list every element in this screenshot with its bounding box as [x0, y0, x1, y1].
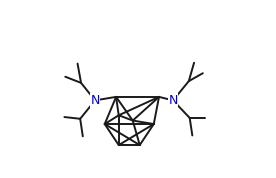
Text: N: N	[168, 94, 178, 107]
Text: N: N	[90, 94, 100, 107]
